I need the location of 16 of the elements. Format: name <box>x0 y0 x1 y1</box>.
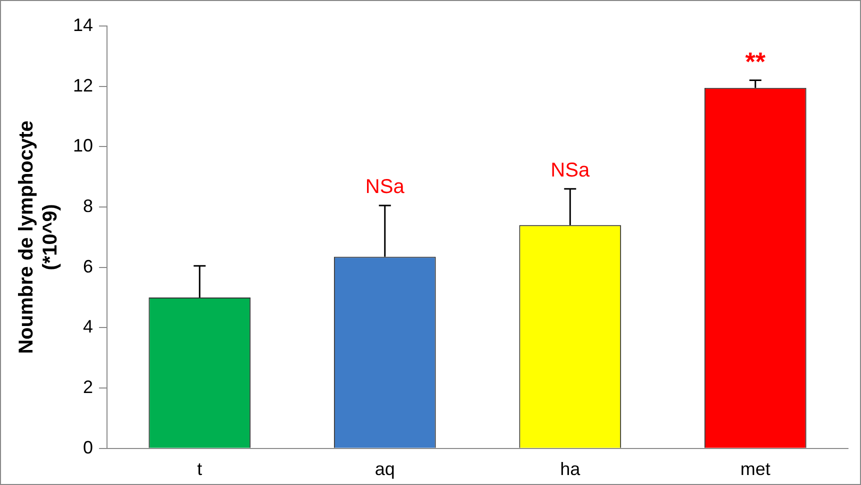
x-tick-label: aq <box>374 459 395 480</box>
y-tick-label: 12 <box>72 75 94 96</box>
y-tick-label: 6 <box>83 256 94 276</box>
y-tick-label: 14 <box>72 14 94 35</box>
y-tick-label: 0 <box>83 437 94 458</box>
annotation: NSa <box>550 159 590 182</box>
y-tick-label: 2 <box>83 377 94 398</box>
x-tick-label: t <box>197 459 202 480</box>
x-tick-label: ha <box>560 459 582 480</box>
annotation: NSa <box>365 176 406 198</box>
y-axis-title: Noumbre de lymphocyte (*10^9) <box>16 120 62 354</box>
y-tick-label: 8 <box>83 196 94 216</box>
annotation: ** <box>745 46 766 76</box>
x-tick-label: met <box>740 459 770 480</box>
y-tick-label: 10 <box>72 136 94 156</box>
y-tick-label: 4 <box>83 316 94 337</box>
